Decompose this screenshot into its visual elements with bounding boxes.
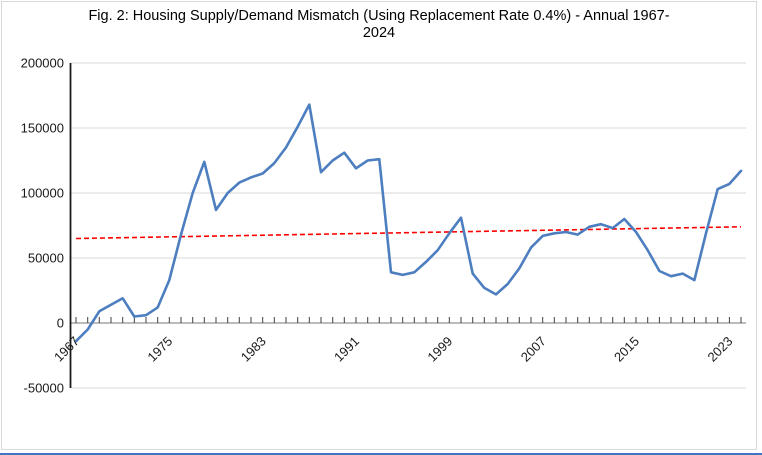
data-series-line xyxy=(74,103,743,343)
x-tick-label: 1991 xyxy=(331,334,362,365)
x-tick-label: 1983 xyxy=(238,334,269,365)
y-tick-label: -50000 xyxy=(24,381,64,396)
y-tick-label: 150000 xyxy=(21,121,64,136)
chart-title: Fig. 2: Housing Supply/Demand Mismatch (… xyxy=(2,8,756,42)
x-tick-label: 2023 xyxy=(704,334,735,365)
bottom-edge-line xyxy=(0,453,762,455)
x-tick-label: 1999 xyxy=(424,334,455,365)
y-tick-label: 100000 xyxy=(21,186,64,201)
x-tick-label: 2015 xyxy=(611,334,642,365)
x-tick-label: 2007 xyxy=(518,334,549,365)
y-tick-label: 50000 xyxy=(28,251,64,266)
chart-title-line-2: 2024 xyxy=(362,25,396,41)
trend-line xyxy=(75,226,742,240)
chart-title-line-1: Fig. 2: Housing Supply/Demand Mismatch (… xyxy=(88,8,670,24)
y-tick-label: 200000 xyxy=(21,56,64,71)
y-tick-label: 0 xyxy=(57,316,64,331)
x-tick-label: 1975 xyxy=(144,334,175,365)
